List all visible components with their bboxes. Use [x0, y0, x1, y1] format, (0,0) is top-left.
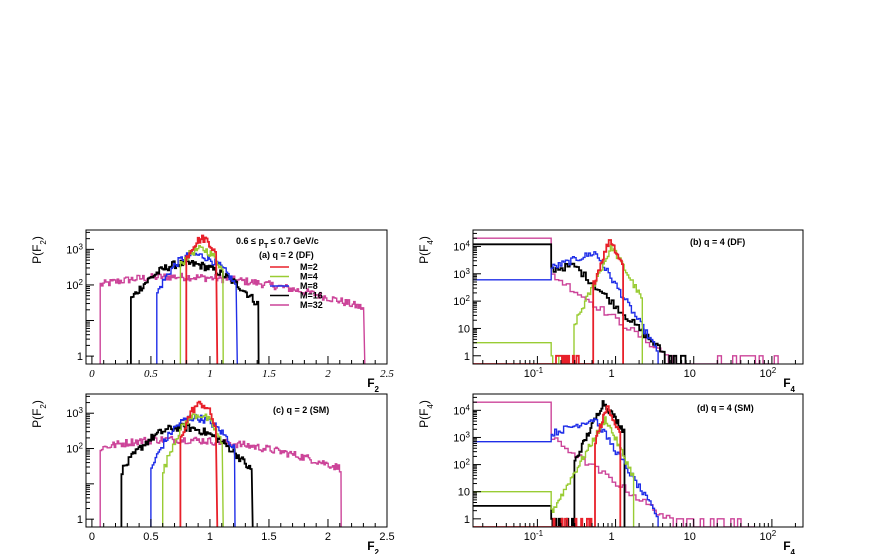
- panel-title: (c) q = 2 (SM): [273, 405, 329, 415]
- panel-title: (b) q = 4 (DF): [690, 237, 745, 247]
- y-tick-label: 1: [464, 514, 470, 526]
- y-tick-label: 10: [458, 323, 470, 335]
- panel-b: 1 10 102 103 104 10-1 1 10 102 P(F4) F4 (b) q = 4 (…: [417, 229, 804, 394]
- y-axis-label: P(F2): [30, 400, 48, 428]
- y-tick-label: 104: [453, 239, 470, 254]
- series-m-16: [130, 258, 260, 364]
- series-m-8: [150, 413, 236, 527]
- y-tick-label: 103: [453, 430, 470, 445]
- panel-c: 1 102 103 0 0.5 1 1.5 2 2.5 P(F2) F2 (c) q = 2 (SM): [30, 393, 395, 554]
- series-m-4: [473, 416, 635, 527]
- x-tick-label: 102: [760, 366, 777, 381]
- y-tick-label: 103: [453, 266, 470, 281]
- x-tick-label: 1.5: [261, 531, 276, 543]
- x-tick-label: 0.5: [143, 531, 158, 543]
- series-m-16: [473, 243, 691, 364]
- y-tick-label: 102: [66, 441, 83, 456]
- y-tick-label: 1: [77, 514, 83, 526]
- series-m-16: [473, 400, 626, 527]
- x-tick-label: 10: [684, 531, 696, 543]
- x-axis-label: F2: [367, 376, 379, 394]
- x-axis-label: F4: [783, 376, 795, 394]
- y-tick-label: 103: [66, 406, 83, 421]
- panel-title: (d) q = 4 (SM): [697, 403, 754, 413]
- y-tick-label: 102: [66, 277, 83, 292]
- legend-label: M=16: [300, 291, 323, 301]
- y-tick-label: 1: [464, 351, 470, 363]
- pt-range-annotation: 0.6 ≤ pT ≤ 0.7 GeV/c: [236, 236, 319, 250]
- legend-label: M=4: [300, 272, 318, 282]
- x-tick-label: 2: [325, 531, 331, 543]
- series-group: [473, 400, 755, 527]
- x-tick-label: 0.5: [144, 368, 158, 380]
- x-tick-label: 1: [609, 531, 615, 543]
- legend-label: M=8: [300, 281, 318, 291]
- x-tick-label: 1.5: [262, 368, 276, 380]
- plot-frame: [472, 393, 804, 528]
- y-tick-label: 102: [453, 294, 470, 309]
- series-m-2: [473, 405, 622, 527]
- y-axis-label: P(F4): [417, 400, 435, 428]
- panel-a: 1 102 103 0 0.5 1 1.5 2 2.5 P(F2) F2 0.6 ≤ pT ≤ 0.7…: [30, 229, 394, 394]
- y-axis-label: P(F2): [30, 236, 48, 264]
- series-m-4: [162, 413, 224, 527]
- x-tick-label: 10-1: [524, 529, 544, 544]
- x-tick-label: 2.5: [380, 368, 394, 380]
- x-tick-label: 0: [89, 368, 95, 380]
- x-tick-label: 2.5: [379, 531, 394, 543]
- series-m-8: [473, 251, 659, 364]
- series-m-4: [473, 244, 643, 364]
- series-m-2: [185, 234, 219, 364]
- legend-label: M=32: [300, 300, 323, 310]
- y-tick-label: 102: [453, 457, 470, 472]
- series-group: [99, 400, 342, 527]
- x-tick-label: 2: [325, 368, 331, 380]
- x-axis-label: F4: [783, 539, 795, 554]
- plot-frame: [85, 229, 388, 365]
- series-m-2: [473, 239, 624, 364]
- series-m-32: [473, 401, 755, 527]
- x-tick-label: 10-1: [524, 366, 544, 381]
- panel-title: (a) q = 2 (DF): [259, 250, 314, 260]
- series-m-32: [473, 237, 779, 364]
- legend-label: M=2: [300, 262, 318, 272]
- panel-d: 1 10 102 103 104 10-1 1 10 102 P(F4) F4 (d) q = 4 (…: [417, 393, 804, 554]
- x-tick-label: 10: [684, 368, 696, 380]
- x-axis-label: F2: [367, 539, 379, 554]
- plot-frame: [472, 229, 804, 365]
- y-tick-label: 103: [66, 242, 83, 257]
- y-tick-label: 1: [77, 351, 83, 363]
- x-tick-label: 1: [207, 531, 213, 543]
- x-tick-label: 0: [89, 531, 95, 543]
- series-group: [99, 234, 366, 364]
- plot-frame: [85, 393, 388, 528]
- series-m-2: [179, 400, 219, 527]
- series-m-8: [156, 250, 238, 364]
- y-tick-label: 104: [453, 403, 470, 418]
- x-tick-label: 1: [207, 368, 213, 380]
- x-tick-label: 1: [609, 368, 615, 380]
- series-group: [473, 237, 779, 364]
- y-tick-label: 10: [458, 487, 470, 499]
- series-m-8: [473, 418, 659, 527]
- y-axis-label: P(F4): [417, 236, 435, 264]
- x-tick-label: 102: [760, 529, 777, 544]
